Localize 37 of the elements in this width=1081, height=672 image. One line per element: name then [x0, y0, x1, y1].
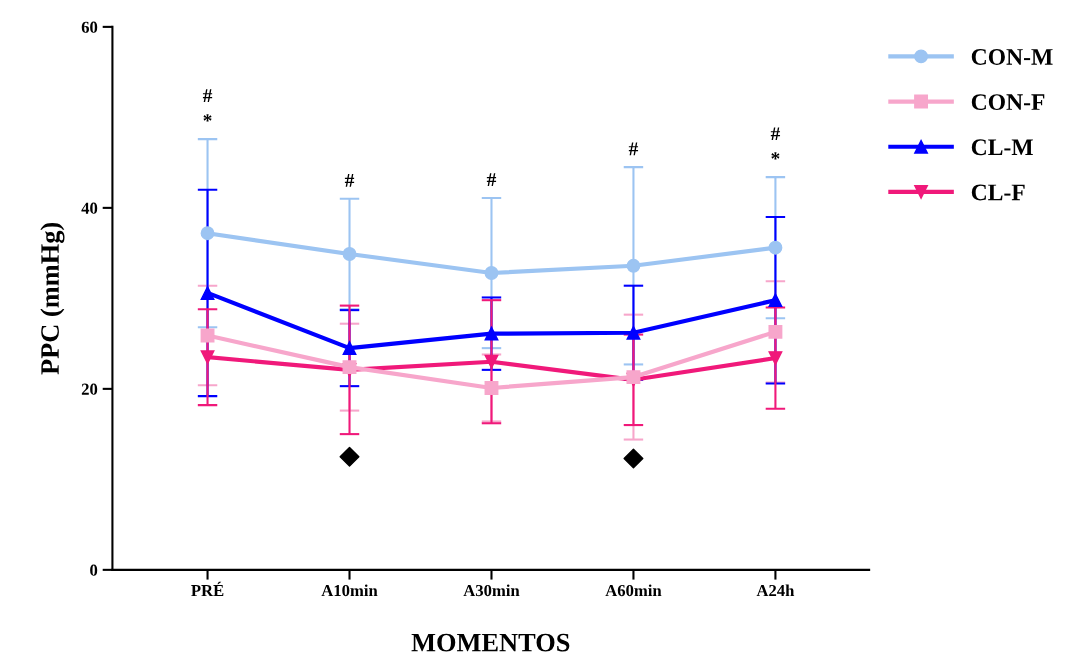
point	[484, 354, 499, 369]
annotation: #	[344, 174, 355, 187]
x-axis-title: MOMENTOS	[411, 633, 570, 652]
y-axis-title: PPC (mmHg)	[40, 222, 65, 375]
point	[768, 351, 783, 366]
annotation: #	[486, 173, 497, 186]
point	[342, 341, 357, 356]
point	[484, 381, 499, 395]
legend-label: CL-M	[971, 139, 1033, 156]
point	[484, 326, 499, 341]
legend-label: CON-M	[971, 49, 1053, 65]
y-tick-label: 60	[81, 21, 98, 33]
point	[626, 325, 641, 340]
point	[768, 293, 783, 308]
legend-label: CL-F	[971, 184, 1025, 201]
point	[342, 247, 357, 261]
y-tick-label: 20	[81, 383, 98, 395]
point	[768, 324, 783, 339]
annotation: #	[202, 89, 213, 103]
x-tick-label: A24h	[756, 584, 795, 596]
point	[768, 240, 783, 255]
annotation: *	[771, 152, 780, 160]
annotation: #	[770, 127, 781, 141]
point	[200, 350, 215, 365]
point	[484, 266, 499, 280]
x-tick-label: A60min	[605, 584, 662, 597]
point	[200, 226, 215, 241]
y-tick-label: 0	[90, 564, 98, 576]
y-tick-label: 40	[81, 202, 98, 214]
point	[200, 285, 215, 300]
x-tick-label: PRÉ	[191, 581, 224, 596]
legend-label: CON-F	[971, 94, 1045, 111]
annotation: *	[203, 114, 212, 122]
annotation: #	[628, 142, 639, 156]
point	[626, 258, 641, 273]
x-tick-label: A30min	[463, 584, 520, 597]
x-tick-label: A10min	[321, 584, 378, 597]
